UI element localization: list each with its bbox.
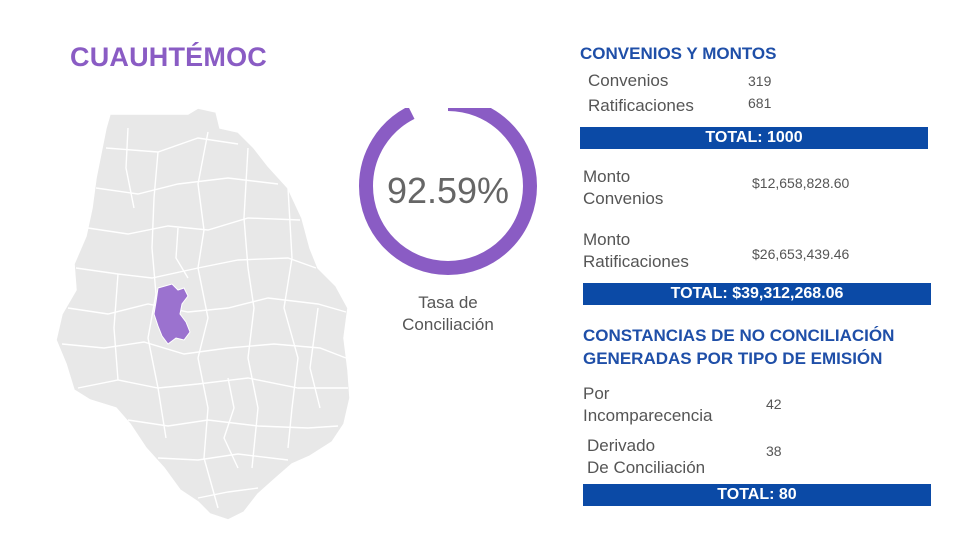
cuauhtemoc-region [153,283,191,345]
convenios-value: 319 [748,73,772,89]
monto-ratificaciones-label: Monto Ratificaciones [583,229,689,273]
incomparecencia-line2: Incomparecencia [583,406,713,425]
monto-convenios-line2: Convenios [583,189,664,208]
incomparecencia-line1: Por [583,384,610,403]
ratificaciones-label: Ratificaciones [588,96,694,115]
total-montos-bar: TOTAL: $39,312,268.06 [583,283,931,305]
derivado-value: 38 [766,443,782,459]
constancias-heading: CONSTANCIAS DE NO CONCILIACIÓN GENERADAS… [583,324,894,370]
total-convenios-bar: TOTAL: 1000 [580,127,928,149]
constancias-heading-line2: GENERADAS POR TIPO DE EMISIÓN [583,349,883,368]
rate-label: Tasa de Conciliación [380,292,516,336]
rate-label-line1: Tasa de [418,293,478,312]
monto-ratificaciones-value: $26,653,439.46 [752,246,850,262]
monto-convenios-label: Monto Convenios [583,166,663,210]
derivado-line2: De Conciliación [587,458,706,477]
state-outline [55,108,351,521]
rate-label-line2: Conciliación [402,315,494,334]
constancias-heading-line1: CONSTANCIAS DE NO CONCILIACIÓN [583,326,895,345]
derivado-label: Derivado De Conciliación [587,435,705,479]
convenios-label: Convenios [588,71,669,90]
rate-arc [359,108,537,275]
monto-convenios-line1: Monto [583,167,631,186]
monto-ratificaciones-line1: Monto [583,230,631,249]
municipal-borders [61,127,348,509]
derivado-line1: Derivado [587,436,656,455]
page-title: CUAUHTÉMOC [70,42,267,72]
incomparecencia-label: Por Incomparecencia [583,383,712,427]
monto-convenios-value: $12,658,828.60 [752,175,850,191]
incomparecencia-value: 42 [766,396,782,412]
state-map [55,108,351,521]
monto-ratificaciones-line2: Ratificaciones [583,252,689,271]
convenios-heading: CONVENIOS Y MONTOS [580,44,777,63]
ratificaciones-value: 681 [748,95,772,111]
total-constancias-bar: TOTAL: 80 [583,484,931,506]
rate-value: 92.59% [386,170,510,211]
conciliation-rate-ring [359,108,537,275]
